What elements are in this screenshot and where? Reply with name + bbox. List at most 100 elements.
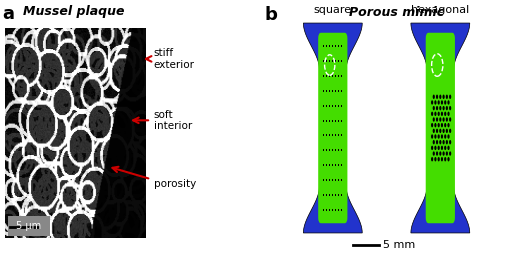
Bar <box>335 164 336 166</box>
Circle shape <box>446 106 448 110</box>
Text: soft
interior: soft interior <box>154 110 192 131</box>
Bar <box>324 150 325 151</box>
Bar <box>329 209 330 211</box>
Circle shape <box>438 112 440 116</box>
Circle shape <box>439 106 441 110</box>
Text: 5 μm: 5 μm <box>16 221 41 231</box>
Circle shape <box>446 140 448 144</box>
Circle shape <box>444 112 446 116</box>
Circle shape <box>436 117 438 122</box>
Bar <box>332 179 333 181</box>
Circle shape <box>434 112 437 116</box>
Circle shape <box>439 151 441 156</box>
Circle shape <box>434 134 437 139</box>
Circle shape <box>431 157 433 162</box>
Circle shape <box>433 94 435 99</box>
Circle shape <box>439 94 441 99</box>
Circle shape <box>449 117 451 122</box>
Circle shape <box>431 100 433 105</box>
Circle shape <box>447 112 450 116</box>
Bar <box>341 90 342 92</box>
Text: hexagonal: hexagonal <box>411 5 470 15</box>
Bar <box>341 120 342 122</box>
Circle shape <box>439 117 441 122</box>
Circle shape <box>438 123 440 127</box>
Bar <box>338 60 339 62</box>
Text: b: b <box>265 6 278 24</box>
Bar <box>329 60 330 62</box>
Circle shape <box>439 129 441 133</box>
Circle shape <box>438 157 440 162</box>
Bar <box>335 179 336 181</box>
Circle shape <box>433 129 435 133</box>
Circle shape <box>441 157 443 162</box>
FancyBboxPatch shape <box>318 33 348 223</box>
Text: Mussel plaque: Mussel plaque <box>24 5 125 18</box>
Polygon shape <box>303 23 362 233</box>
Circle shape <box>447 157 450 162</box>
Circle shape <box>442 94 445 99</box>
Circle shape <box>436 151 438 156</box>
Circle shape <box>442 140 445 144</box>
Circle shape <box>442 106 445 110</box>
Bar <box>338 150 339 151</box>
Text: stiff
exterior: stiff exterior <box>154 48 195 70</box>
Circle shape <box>449 106 451 110</box>
Bar <box>329 75 330 77</box>
Text: porosity: porosity <box>154 179 196 189</box>
Bar <box>329 164 330 166</box>
Circle shape <box>447 100 450 105</box>
Circle shape <box>431 146 433 150</box>
Circle shape <box>438 100 440 105</box>
Bar <box>338 75 339 77</box>
Circle shape <box>446 117 448 122</box>
Circle shape <box>449 129 451 133</box>
Circle shape <box>434 146 437 150</box>
Circle shape <box>449 151 451 156</box>
Bar <box>341 75 342 77</box>
Circle shape <box>438 146 440 150</box>
Bar <box>338 105 339 106</box>
Bar <box>324 45 325 47</box>
Circle shape <box>447 134 450 139</box>
Bar <box>329 105 330 106</box>
Bar <box>335 120 336 122</box>
Circle shape <box>436 106 438 110</box>
Bar <box>335 150 336 151</box>
Bar <box>341 105 342 106</box>
Circle shape <box>436 140 438 144</box>
Text: square: square <box>314 5 352 15</box>
Bar <box>332 134 333 136</box>
Circle shape <box>444 123 446 127</box>
Bar <box>335 60 336 62</box>
Circle shape <box>434 100 437 105</box>
Circle shape <box>438 134 440 139</box>
Text: Porous mimic: Porous mimic <box>349 6 444 19</box>
Circle shape <box>434 157 437 162</box>
Circle shape <box>444 146 446 150</box>
FancyBboxPatch shape <box>425 33 455 223</box>
Bar <box>329 194 330 196</box>
Bar <box>324 194 325 196</box>
Bar <box>329 150 330 151</box>
Circle shape <box>444 134 446 139</box>
Text: a: a <box>3 5 14 23</box>
Circle shape <box>447 123 450 127</box>
Bar <box>335 90 336 92</box>
Bar <box>324 60 325 62</box>
Bar <box>324 164 325 166</box>
Circle shape <box>444 157 446 162</box>
Bar <box>335 209 336 211</box>
Bar <box>341 164 342 166</box>
Bar <box>338 209 339 211</box>
Circle shape <box>441 134 443 139</box>
Bar <box>332 60 333 62</box>
Bar <box>324 179 325 181</box>
Circle shape <box>439 140 441 144</box>
Bar <box>332 90 333 92</box>
Circle shape <box>442 151 445 156</box>
Circle shape <box>436 129 438 133</box>
Bar <box>332 194 333 196</box>
Circle shape <box>446 94 448 99</box>
Circle shape <box>431 112 433 116</box>
